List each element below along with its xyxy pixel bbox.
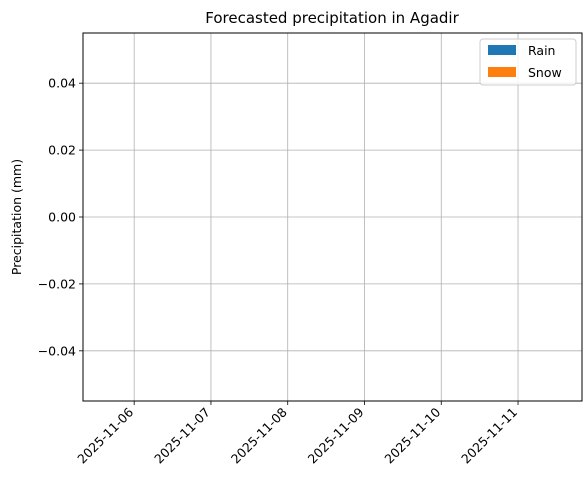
y-tick-label: 0.02 [48,143,76,158]
x-tick-label: 2025-11-08 [228,404,290,466]
y-tick-label: −0.02 [38,276,76,291]
legend: Rain Snow [479,38,577,86]
x-tick-label: 2025-11-09 [305,404,367,466]
x-tick-label: 2025-11-06 [74,404,136,466]
x-tick-label: 2025-11-11 [458,405,520,467]
x-tick-label: 2025-11-10 [381,404,443,466]
y-axis-label: Precipitation (mm) [9,159,24,275]
legend-swatch-snow [488,67,516,77]
y-tick-label: −0.04 [38,343,76,358]
legend-label-snow: Snow [528,65,562,80]
x-axis: 2025-11-06 2025-11-07 2025-11-08 2025-11-09… [74,401,520,466]
x-tick-label: 2025-11-07 [151,405,213,467]
legend-swatch-rain [488,45,516,55]
legend-label-rain: Rain [528,43,555,58]
y-tick-label: 0.00 [48,210,76,225]
grid [83,33,582,401]
chart-title: Forecasted precipitation in Agadir [205,9,459,27]
y-tick-label: 0.04 [48,76,76,91]
y-axis: −0.04 −0.02 0.00 0.02 0.04 [38,76,83,358]
